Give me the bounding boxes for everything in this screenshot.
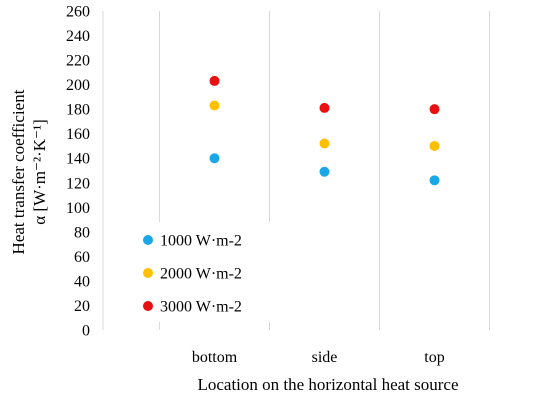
x-axis-title: Location on the horizontal heat source <box>197 375 458 394</box>
legend-marker <box>143 301 153 311</box>
legend-marker <box>143 235 153 245</box>
x-tick-label: top <box>424 349 444 366</box>
points-layer <box>209 75 440 186</box>
y-tick-label: 260 <box>66 4 90 21</box>
legend: 1000 W·m-2 2000 W·m-2 3000 W·m-2 <box>128 222 290 322</box>
y-axis-title-line2: α [W·m⁻²·K⁻¹] <box>30 119 49 225</box>
y-tick-label: 240 <box>66 28 90 45</box>
data-point <box>209 153 220 164</box>
y-tick-label: 180 <box>66 102 90 119</box>
y-tick-label: 160 <box>66 126 90 143</box>
y-tick-label: 140 <box>66 151 90 168</box>
data-point <box>429 140 440 151</box>
x-axis: bottom side top <box>192 349 445 366</box>
x-tick-label: side <box>312 349 338 366</box>
legend-box <box>128 222 290 322</box>
y-tick-label: 220 <box>66 53 90 70</box>
legend-label: 2000 W·m-2 <box>160 266 242 283</box>
x-tick-label: bottom <box>192 349 238 366</box>
data-point <box>429 175 440 186</box>
y-tick-label: 80 <box>74 224 90 241</box>
legend-label: 1000 W·m-2 <box>160 233 242 250</box>
y-tick-label: 200 <box>66 77 90 94</box>
y-tick-label: 120 <box>66 175 90 192</box>
data-point <box>209 100 220 111</box>
y-axis-title-line1: Heat transfer coefficient <box>9 89 28 254</box>
y-axis: 0 20 40 60 80 100 120 140 160 180 200 220 240 260 <box>66 4 90 340</box>
data-point <box>319 102 330 113</box>
y-tick-label: 0 <box>82 323 90 340</box>
data-point <box>319 138 330 149</box>
y-tick-label: 40 <box>74 273 90 290</box>
data-point <box>429 104 440 115</box>
legend-label: 3000 W·m-2 <box>160 299 242 316</box>
data-point <box>209 75 220 86</box>
y-tick-label: 20 <box>74 298 90 315</box>
y-tick-label: 60 <box>74 249 90 266</box>
y-tick-label: 100 <box>66 200 90 217</box>
legend-marker <box>143 268 153 278</box>
data-point <box>319 166 330 177</box>
